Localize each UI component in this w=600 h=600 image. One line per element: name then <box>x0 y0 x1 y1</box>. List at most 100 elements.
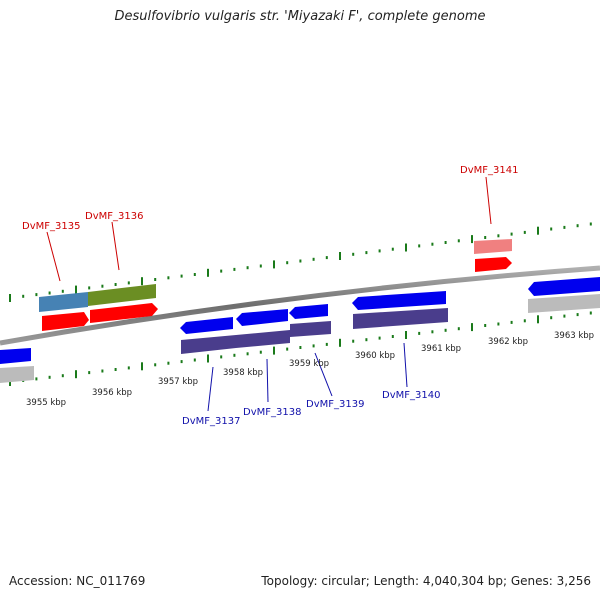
major-tick <box>9 294 11 302</box>
minor-tick <box>286 347 289 351</box>
kbp-label: 3962 kbp <box>488 337 528 347</box>
leader-3136 <box>111 221 120 271</box>
minor-tick <box>563 314 566 318</box>
minor-tick <box>35 377 38 381</box>
minor-tick <box>589 311 592 315</box>
minor-tick <box>484 324 487 327</box>
minor-tick <box>563 225 566 229</box>
forward-features <box>39 239 512 331</box>
leader-3140 <box>403 342 408 388</box>
minor-tick <box>88 286 91 290</box>
major-tick <box>471 323 473 332</box>
leader-3138 <box>266 358 269 403</box>
kbp-label: 3960 kbp <box>355 351 395 361</box>
minor-tick <box>365 251 368 255</box>
minor-tick <box>550 227 553 231</box>
minor-tick <box>444 328 447 332</box>
minor-tick <box>220 355 223 359</box>
minor-tick <box>484 236 487 239</box>
gene-label-3135[interactable]: DvMF_3135 <box>22 221 80 232</box>
minor-tick <box>246 352 249 356</box>
minor-tick <box>378 249 381 253</box>
leader-3137 <box>207 366 214 412</box>
reverse-tick-track <box>9 311 592 386</box>
feature-steelblue-3135 <box>39 292 88 312</box>
gene-arrow-right-edge <box>528 277 600 296</box>
kbp-label: 3958 kbp <box>223 368 263 378</box>
accession-text: Accession: NC_011769 <box>9 574 146 588</box>
minor-tick <box>457 239 460 243</box>
minor-tick <box>391 335 394 338</box>
minor-tick <box>312 344 315 348</box>
leader-3135 <box>46 231 61 282</box>
gene-arrow-3138 <box>236 309 288 326</box>
minor-tick <box>246 266 249 270</box>
minor-tick <box>550 316 553 320</box>
minor-tick <box>154 278 157 281</box>
gene-label-3137[interactable]: DvMF_3137 <box>182 416 240 427</box>
major-tick <box>405 331 407 339</box>
cds-3138 <box>236 330 290 348</box>
minor-tick <box>523 319 526 323</box>
leader-lines <box>46 176 492 412</box>
gene-arrow-3139 <box>289 304 328 319</box>
minor-tick <box>589 222 592 226</box>
major-tick <box>141 277 143 286</box>
minor-tick <box>510 320 513 324</box>
minor-tick <box>88 371 91 375</box>
gene-arrow-3136 <box>90 303 158 323</box>
minor-tick <box>35 293 38 297</box>
major-tick <box>207 354 209 363</box>
minor-tick <box>48 375 51 379</box>
minor-tick <box>233 353 236 357</box>
minor-tick <box>418 331 421 335</box>
gene-label-3136[interactable]: DvMF_3136 <box>85 211 143 222</box>
gene-label-3141[interactable]: DvMF_3141 <box>460 165 518 176</box>
gene-arrow-3135 <box>42 312 89 331</box>
minor-tick <box>497 322 500 326</box>
minor-tick <box>431 242 434 246</box>
major-tick <box>405 243 407 252</box>
minor-tick <box>510 232 513 236</box>
major-tick <box>339 338 341 347</box>
feature-olive-3136 <box>88 284 156 306</box>
minor-tick <box>193 273 196 276</box>
minor-tick <box>167 276 170 280</box>
minor-tick <box>497 234 500 238</box>
kbp-label: 3955 kbp <box>26 398 66 408</box>
gene-labels: DvMF_3135 DvMF_3136 DvMF_3141 DvMF_3137 … <box>22 165 518 427</box>
gene-arrow-3137 <box>180 317 233 334</box>
minor-tick <box>523 230 526 234</box>
gene-label-3140[interactable]: DvMF_3140 <box>382 390 440 401</box>
leader-3139 <box>314 352 333 397</box>
kbp-label: 3956 kbp <box>92 388 132 398</box>
minor-tick <box>22 294 25 298</box>
minor-tick <box>193 358 196 362</box>
cds-3139 <box>290 321 331 337</box>
major-tick <box>141 362 143 371</box>
minor-tick <box>391 247 394 251</box>
kbp-label: 3959 kbp <box>289 359 329 369</box>
major-tick <box>75 285 77 294</box>
minor-tick <box>352 252 355 256</box>
gene-label-3139[interactable]: DvMF_3139 <box>306 399 364 410</box>
gene-label-3138[interactable]: DvMF_3138 <box>243 407 301 418</box>
minor-tick <box>180 274 183 278</box>
minor-tick <box>418 244 421 248</box>
minor-tick <box>127 366 130 370</box>
major-tick <box>273 346 275 355</box>
minor-tick <box>101 284 104 288</box>
major-tick <box>339 252 341 260</box>
kbp-label: 3957 kbp <box>158 377 198 387</box>
minor-tick <box>365 338 368 342</box>
major-tick <box>273 260 275 269</box>
minor-tick <box>180 360 183 364</box>
minor-tick <box>444 241 447 244</box>
minor-tick <box>299 346 302 349</box>
diagram-title: Desulfovibrio vulgaris str. 'Miyazaki F'… <box>114 9 486 24</box>
major-tick <box>471 235 473 244</box>
major-tick <box>537 226 539 235</box>
genome-backbone <box>0 265 600 346</box>
genome-summary-text: Topology: circular; Length: 4,040,304 bp… <box>261 574 591 588</box>
